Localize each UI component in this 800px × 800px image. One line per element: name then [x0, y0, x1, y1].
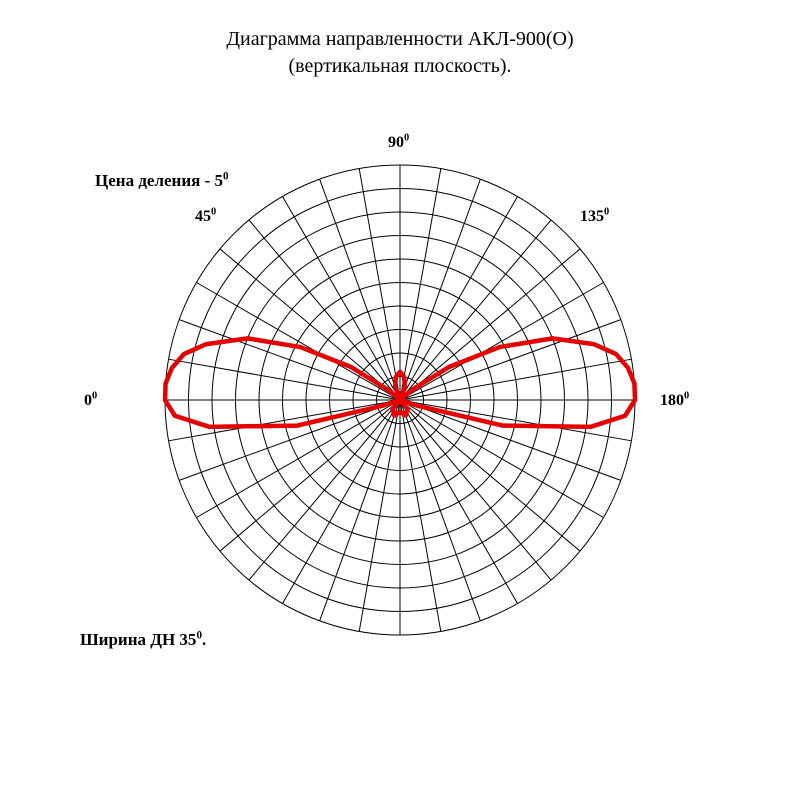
axis-label-45: 450	[195, 208, 216, 226]
axis-label-0: 00	[84, 392, 97, 410]
axis-label-90: 900	[388, 134, 409, 152]
axis-label-135: 1350	[580, 208, 609, 226]
axis-label-180: 1800	[660, 392, 689, 410]
